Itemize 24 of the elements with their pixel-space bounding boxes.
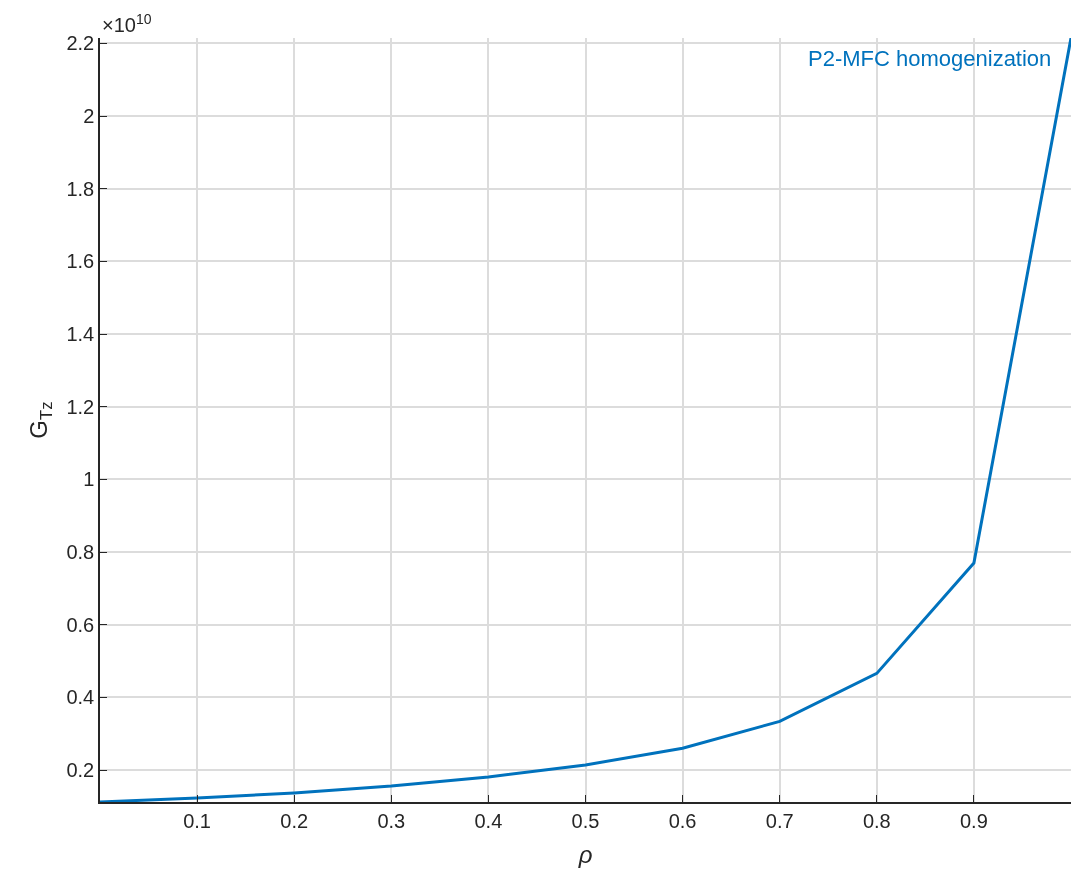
- y-tick-label: 1.2: [66, 395, 95, 418]
- y-tick-label: 0.2: [66, 759, 95, 782]
- x-tick-label: 0.8: [862, 809, 891, 832]
- text: ×10$^{10}$: [102, 11, 152, 37]
- x-tick-label: 0.5: [571, 809, 600, 832]
- x-tick-label: 0.1: [183, 809, 212, 832]
- x-tick-label: 0.4: [474, 809, 503, 832]
- y-tick-label: 0.8: [66, 541, 95, 564]
- x-tick-label: 0.6: [668, 809, 697, 832]
- x-tick-label: 0.9: [959, 809, 988, 832]
- y-tick-label: 2.2: [66, 32, 95, 55]
- y-tick-label: 2: [83, 105, 95, 128]
- series-label: P2-MFC homogenization: [808, 46, 1052, 71]
- y-tick-label: 1.4: [66, 323, 95, 346]
- x-tick-label: 0.2: [280, 809, 309, 832]
- y-tick-label: 1.6: [66, 250, 95, 273]
- y-tick-label: 0.4: [66, 686, 95, 709]
- x-tick-label: 0.7: [765, 809, 794, 832]
- y-tick-label: 0.6: [66, 613, 95, 636]
- y-tick-label: 1.8: [66, 177, 95, 200]
- y-tick-label: 1: [83, 468, 95, 491]
- x-tick-label: 0.3: [377, 809, 406, 832]
- x-axis-title: ρ: [577, 840, 593, 868]
- line-series: [100, 38, 1071, 802]
